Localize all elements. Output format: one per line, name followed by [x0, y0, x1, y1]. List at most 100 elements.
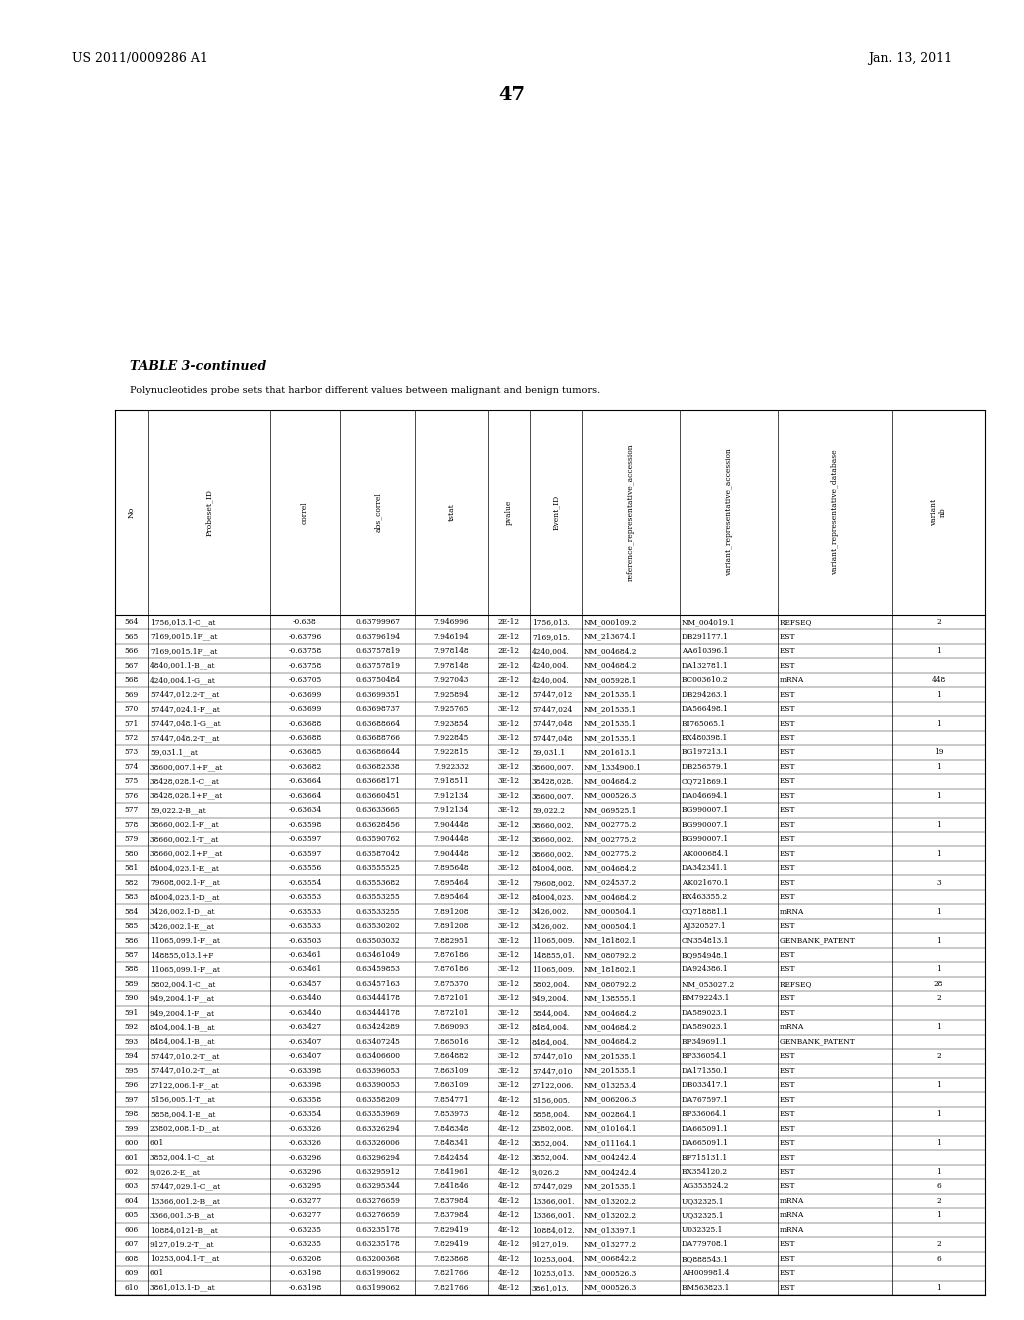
- Text: 1: 1: [936, 690, 941, 698]
- Text: 0.63235178: 0.63235178: [355, 1241, 400, 1249]
- Text: 5858,004.: 5858,004.: [532, 1110, 570, 1118]
- Text: 1: 1: [936, 821, 941, 829]
- Text: 7.841846: 7.841846: [434, 1183, 469, 1191]
- Text: 576: 576: [124, 792, 138, 800]
- Text: 7.922815: 7.922815: [434, 748, 469, 756]
- Text: 8484,004.: 8484,004.: [532, 1038, 570, 1045]
- Text: 7.922332: 7.922332: [434, 763, 469, 771]
- Text: 596: 596: [124, 1081, 138, 1089]
- Text: 0.63424289: 0.63424289: [355, 1023, 400, 1031]
- Text: 578: 578: [124, 821, 138, 829]
- Text: 0.63668171: 0.63668171: [355, 777, 400, 785]
- Text: 949,2004.: 949,2004.: [532, 994, 570, 1002]
- Text: NM_201535.1: NM_201535.1: [584, 1052, 637, 1060]
- Text: 10884,0121-B__at: 10884,0121-B__at: [150, 1226, 218, 1234]
- Text: 0.63686644: 0.63686644: [355, 748, 400, 756]
- Text: CQ721869.1: CQ721869.1: [682, 777, 729, 785]
- Text: abs_correl: abs_correl: [374, 492, 382, 532]
- Text: NM_004684.2: NM_004684.2: [584, 777, 637, 785]
- Text: 4E-12: 4E-12: [498, 1154, 520, 1162]
- Text: AG353524.2: AG353524.2: [682, 1183, 728, 1191]
- Text: NM_024537.2: NM_024537.2: [584, 879, 637, 887]
- Text: 23802,008.: 23802,008.: [532, 1125, 574, 1133]
- Text: 2: 2: [936, 1241, 941, 1249]
- Text: 3E-12: 3E-12: [498, 777, 520, 785]
- Text: 3E-12: 3E-12: [498, 936, 520, 945]
- Text: 3E-12: 3E-12: [498, 1081, 520, 1089]
- Text: BI765065.1: BI765065.1: [682, 719, 726, 727]
- Text: 1: 1: [936, 1139, 941, 1147]
- Text: 11065,009.: 11065,009.: [532, 936, 574, 945]
- Text: -0.63699: -0.63699: [289, 690, 322, 698]
- Text: NM_002864.1: NM_002864.1: [584, 1110, 637, 1118]
- Text: 38660,002.: 38660,002.: [532, 850, 574, 858]
- Text: 7.848341: 7.848341: [434, 1139, 469, 1147]
- Text: -0.63664: -0.63664: [289, 777, 322, 785]
- Text: 7.912134: 7.912134: [434, 792, 469, 800]
- Text: 7.875370: 7.875370: [434, 979, 469, 987]
- Text: 9127,019.: 9127,019.: [532, 1241, 570, 1249]
- Text: 84004,023.1-E__at: 84004,023.1-E__at: [150, 865, 220, 873]
- Text: 599: 599: [124, 1125, 138, 1133]
- Text: 38660,002.1+F__at: 38660,002.1+F__at: [150, 850, 223, 858]
- Text: -0.63597: -0.63597: [289, 836, 322, 843]
- Text: -0.63533: -0.63533: [289, 908, 322, 916]
- Text: 1: 1: [936, 965, 941, 973]
- Text: 1: 1: [936, 1081, 941, 1089]
- Text: 605: 605: [124, 1212, 138, 1220]
- Text: NM_069525.1: NM_069525.1: [584, 807, 637, 814]
- Text: 59,022.2: 59,022.2: [532, 807, 565, 814]
- Text: 7.821766: 7.821766: [434, 1270, 469, 1278]
- Text: mRNA: mRNA: [780, 1226, 805, 1234]
- Text: -0.63398: -0.63398: [289, 1081, 322, 1089]
- Text: 7.904448: 7.904448: [434, 850, 469, 858]
- Text: 4E-12: 4E-12: [498, 1139, 520, 1147]
- Text: No: No: [128, 507, 135, 519]
- Text: 0.63276659: 0.63276659: [355, 1212, 400, 1220]
- Text: -0.63461: -0.63461: [289, 965, 322, 973]
- Text: 0.63235178: 0.63235178: [355, 1226, 400, 1234]
- Text: correl: correl: [301, 502, 309, 524]
- Text: 0.63698737: 0.63698737: [355, 705, 400, 713]
- Text: 0.63688766: 0.63688766: [355, 734, 400, 742]
- Text: 608: 608: [124, 1255, 138, 1263]
- Text: 2: 2: [936, 1197, 941, 1205]
- Text: -0.63198: -0.63198: [289, 1284, 322, 1292]
- Text: NM_000504.1: NM_000504.1: [584, 923, 638, 931]
- Text: NM_004019.1: NM_004019.1: [682, 618, 735, 626]
- Text: NM_013202.2: NM_013202.2: [584, 1212, 637, 1220]
- Text: 11065,009.: 11065,009.: [532, 965, 574, 973]
- Text: 7.842454: 7.842454: [434, 1154, 469, 1162]
- Text: 0.63757819: 0.63757819: [355, 647, 400, 655]
- Text: mRNA: mRNA: [780, 1023, 805, 1031]
- Text: -0.63758: -0.63758: [289, 661, 322, 669]
- Text: 7.922845: 7.922845: [434, 734, 469, 742]
- Text: NM_006206.3: NM_006206.3: [584, 1096, 637, 1104]
- Text: 1: 1: [936, 850, 941, 858]
- Text: 581: 581: [124, 865, 138, 873]
- Text: REFSEQ: REFSEQ: [780, 618, 812, 626]
- Text: DA779708.1: DA779708.1: [682, 1241, 729, 1249]
- Text: GENBANK_PATENT: GENBANK_PATENT: [780, 936, 856, 945]
- Text: variant_representative_database: variant_representative_database: [831, 450, 839, 576]
- Text: EST: EST: [780, 950, 796, 960]
- Text: 600: 600: [124, 1139, 138, 1147]
- Text: EST: EST: [780, 1110, 796, 1118]
- Text: 0.63628456: 0.63628456: [355, 821, 400, 829]
- Text: 0.63461049: 0.63461049: [355, 950, 400, 960]
- Text: -0.63440: -0.63440: [289, 1008, 322, 1016]
- Text: 13366,001.: 13366,001.: [532, 1212, 574, 1220]
- Text: 0.63200368: 0.63200368: [355, 1255, 400, 1263]
- Text: 19: 19: [934, 748, 943, 756]
- Text: 584: 584: [124, 908, 138, 916]
- Text: 1: 1: [936, 1168, 941, 1176]
- Text: 7.848348: 7.848348: [434, 1125, 469, 1133]
- Text: EST: EST: [780, 821, 796, 829]
- Text: NM_011164.1: NM_011164.1: [584, 1139, 638, 1147]
- Text: mRNA: mRNA: [780, 908, 805, 916]
- Text: 0.63457163: 0.63457163: [355, 979, 400, 987]
- Text: BP349691.1: BP349691.1: [682, 1038, 728, 1045]
- Text: 7.895464: 7.895464: [434, 879, 469, 887]
- Text: 0.63276659: 0.63276659: [355, 1197, 400, 1205]
- Text: 574: 574: [124, 763, 138, 771]
